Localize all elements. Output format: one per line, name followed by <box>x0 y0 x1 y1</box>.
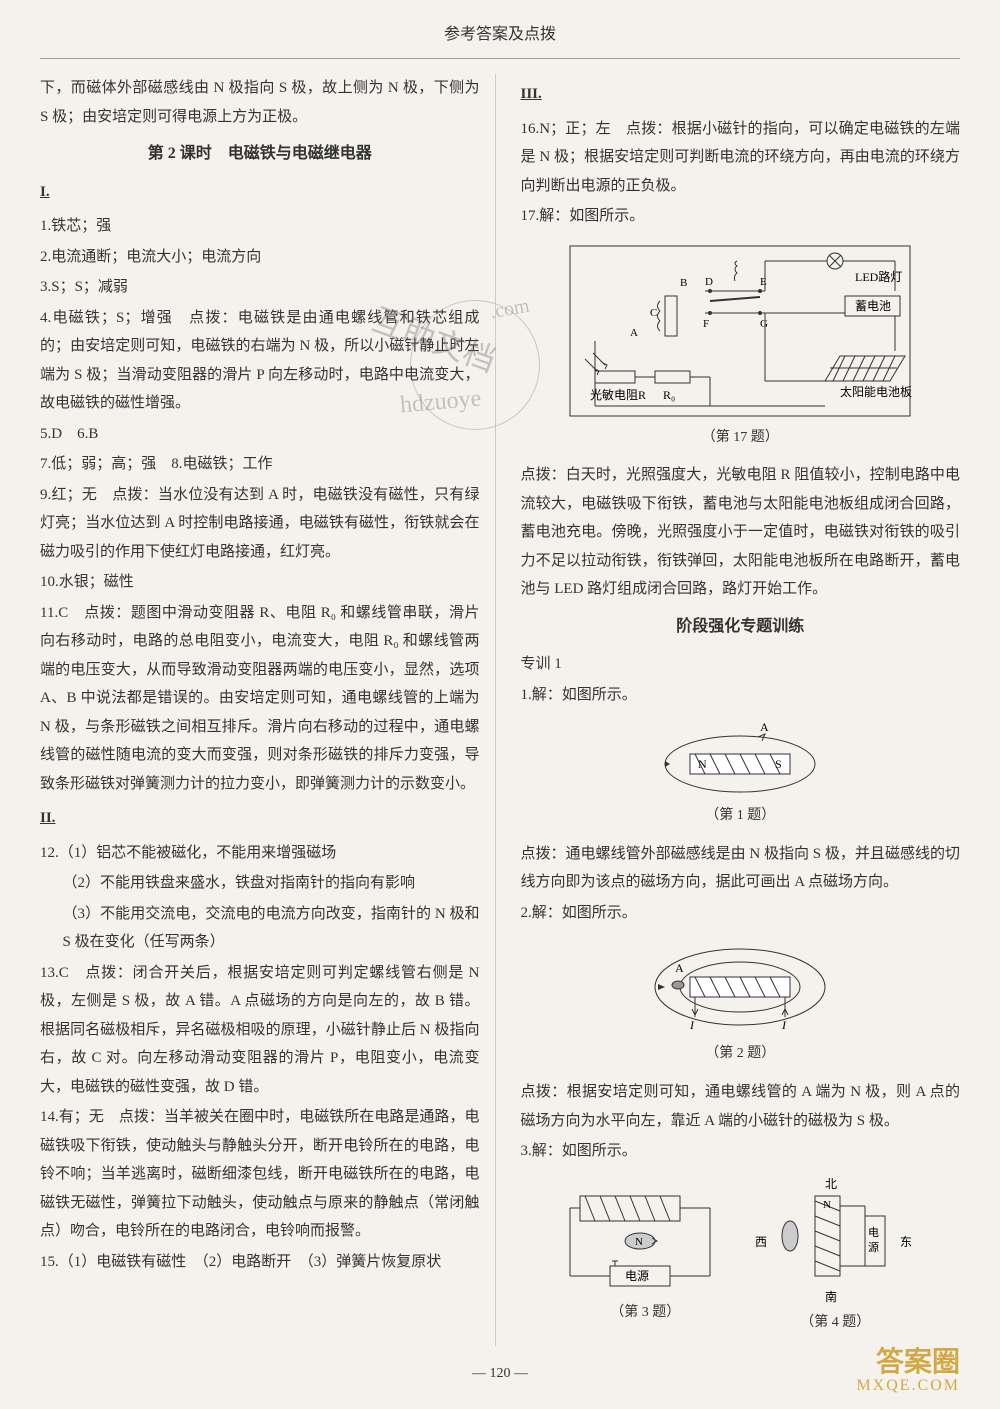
section-II-label: II. <box>40 804 480 833</box>
item-16: 16.N；正；左 点拨：根据小磁针的指向，可以确定电磁铁的左端是 N 极；根据安… <box>521 115 961 201</box>
intro-text: 下，而磁体外部磁感线由 N 极指向 S 极，故上侧为 N 极，下侧为 S 极；由… <box>40 74 480 131</box>
zt1-item1: 1.解：如图所示。 <box>521 681 961 710</box>
item-15: 15.（1）电磁铁有磁性 （2）电路断开 （3）弹簧片恢复原状 <box>40 1248 480 1277</box>
fig1-N: N <box>698 757 707 771</box>
fig4-west: 西 <box>755 1235 767 1249</box>
battery-label: 蓄电池 <box>855 299 891 313</box>
fig4-src2: 源 <box>868 1240 879 1254</box>
left-column: 下，而磁体外部磁感线由 N 极指向 S 极，故上侧为 N 极，下侧为 S 极；由… <box>40 74 496 1346</box>
item-4: 4.电磁铁；S；增强 点拨：电磁铁是由通电螺线管和铁芯组成的；由安培定则可知，电… <box>40 304 480 418</box>
fig1-caption: （第 1 题） <box>521 803 961 830</box>
figure-1: N S A （第 1 题） <box>521 719 961 830</box>
url-text: MXQE.COM <box>856 1371 960 1401</box>
fig4-north: 北 <box>825 1177 837 1191</box>
item-1: 1.铁芯；强 <box>40 212 480 241</box>
zt1-item3: 3.解：如图所示。 <box>521 1137 961 1166</box>
item-12-3: （3）不能用交流电，交流电的电流方向改变，指南针的 N 极和 S 极在变化（任写… <box>40 900 480 957</box>
point-D: D <box>705 276 713 288</box>
fig4-N: N <box>823 1199 831 1211</box>
item-7-8: 7.低；弱；高；强 8.电磁铁；工作 <box>40 450 480 479</box>
section-I-label: I. <box>40 178 480 207</box>
point-B: B <box>680 277 687 289</box>
lesson-title: 第 2 课时 电磁铁与电磁继电器 <box>40 139 480 169</box>
item-9: 9.红；无 点拨：当水位没有达到 A 时，电磁铁没有磁性，只有绿灯亮；当水位达到… <box>40 481 480 567</box>
fig1-S: S <box>775 757 782 771</box>
figure-2: A I I （第 2 题） <box>521 937 961 1068</box>
item-12-2: （2）不能用铁盘来盛水，铁盘对指南针的指向有影响 <box>40 869 480 898</box>
fig1-A: A <box>760 720 769 734</box>
fig4-caption: （第 4 题） <box>750 1310 920 1337</box>
zt1-tip1: 点拨：通电螺线管外部磁感线是由 N 极指向 S 极，并且磁感线的切线方向即为该点… <box>521 840 961 897</box>
zt1-item2: 2.解：如图所示。 <box>521 899 961 928</box>
solar-label: 太阳能电池板 <box>840 384 912 399</box>
point-A: A <box>630 327 638 339</box>
right-column: III. 16.N；正；左 点拨：根据小磁针的指向，可以确定电磁铁的左端是 N … <box>516 74 961 1346</box>
item-17-tip: 点拨：白天时，光照强度大，光敏电阻 R 阻值较小，控制电路中电流较大，电磁铁吸下… <box>521 461 961 604</box>
fig4-east: 东 <box>900 1235 912 1249</box>
item-10: 10.水银；磁性 <box>40 568 480 597</box>
fig3-src: 电源 <box>625 1269 649 1283</box>
training-title: 阶段强化专题训练 <box>521 612 961 642</box>
fig2-caption: （第 2 题） <box>521 1041 961 1068</box>
point-G: G <box>760 318 768 330</box>
section-III-label: III. <box>521 80 961 109</box>
fig2-I1: I <box>689 1018 695 1032</box>
zt1-label: 专训 1 <box>521 650 961 679</box>
point-E: E <box>760 276 767 288</box>
item-3: 3.S；S；减弱 <box>40 273 480 302</box>
page-header: 参考答案及点拨 <box>40 20 960 59</box>
figures-3-4: 电源 N （第 3 题） 北 南 西 东 N <box>521 1176 961 1337</box>
r0-label: R₀ <box>663 388 675 402</box>
led-label: LED路灯 <box>855 269 902 284</box>
item-2: 2.电流通断；电流大小；电流方向 <box>40 243 480 272</box>
fig17-caption: （第 17 题） <box>521 425 961 452</box>
ldr-label: 光敏电阻R <box>590 387 646 402</box>
page-number: — 120 — <box>40 1361 960 1388</box>
fig3-caption: （第 3 题） <box>560 1300 730 1327</box>
item-13: 13.C 点拨：闭合开关后，根据安培定则可判定螺线管右侧是 N 极，左侧是 S … <box>40 959 480 1102</box>
fig3-N: N <box>635 1236 643 1248</box>
fig2-A: A <box>675 961 684 975</box>
figure-17: LED路灯 蓄电池 太阳能电池板 <box>521 241 961 452</box>
fig4-src1: 电 <box>868 1226 879 1239</box>
item-12-1: 12.（1）铝芯不能被磁化，不能用来增强磁场 <box>40 839 480 868</box>
item-11: 11.C 点拨：题图中滑动变阻器 R、电阻 R₀ 和螺线管串联，滑片向右移动时，… <box>40 599 480 799</box>
point-C: C <box>650 307 657 319</box>
fig2-I2: I <box>781 1018 787 1032</box>
item-14: 14.有；无 点拨：当羊被关在圈中时，电磁铁所在电路是通路，电磁铁吸下衔铁，使动… <box>40 1103 480 1246</box>
content-columns: 下，而磁体外部磁感线由 N 极指向 S 极，故上侧为 N 极，下侧为 S 极；由… <box>40 74 960 1346</box>
point-F: F <box>703 318 709 330</box>
fig4-south: 南 <box>825 1289 837 1304</box>
zt1-tip2: 点拨：根据安培定则可知，通电螺线管的 A 端为 N 极，则 A 点的磁场方向为水… <box>521 1078 961 1135</box>
item-5-6: 5.D 6.B <box>40 420 480 449</box>
item-17-label: 17.解：如图所示。 <box>521 202 961 231</box>
